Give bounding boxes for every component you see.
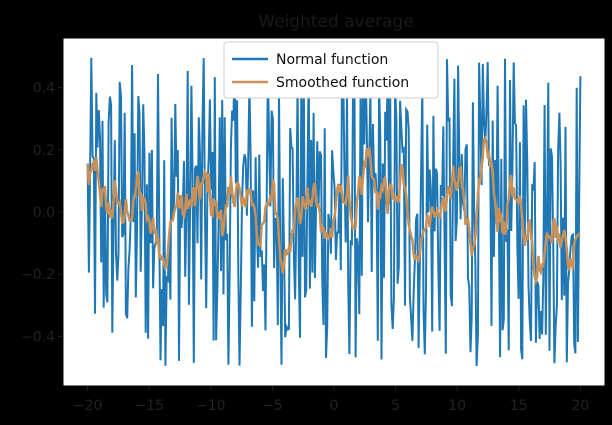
- x-tick-label: −20: [73, 398, 103, 414]
- x-tick-label: 0: [330, 398, 339, 414]
- x-tick-label: −5: [262, 398, 283, 414]
- legend-box: [223, 41, 439, 99]
- y-tick-label: 0.2: [33, 143, 55, 159]
- legend-label-smoothed: Smoothed function: [276, 75, 409, 91]
- x-tick-label: −10: [196, 398, 226, 414]
- legend-label-normal: Normal function: [276, 52, 388, 68]
- series-line-smoothed-function: [86, 135, 581, 286]
- series-layer: [86, 57, 582, 367]
- x-tick-label: 5: [391, 398, 400, 414]
- y-tick-label: −0.2: [21, 267, 55, 283]
- y-tick-label: 0.4: [33, 81, 55, 97]
- legend: Normal function Smoothed function: [223, 41, 439, 99]
- x-tick-label: 20: [571, 398, 589, 414]
- y-tick-label: −0.4: [21, 329, 55, 345]
- x-tick-label: 15: [510, 398, 528, 414]
- y-tick-label: 0.0: [33, 205, 55, 221]
- x-tick-label: 10: [448, 398, 466, 414]
- chart-title: Weighted average: [258, 12, 413, 32]
- series-line-normal-function: [86, 57, 582, 367]
- ticks-layer: −20 −15 −10 −5 0 5 10 15 20 −0.4 −0.2 0.0 0.2 0.4: [21, 81, 589, 414]
- x-tick-label: −15: [134, 398, 164, 414]
